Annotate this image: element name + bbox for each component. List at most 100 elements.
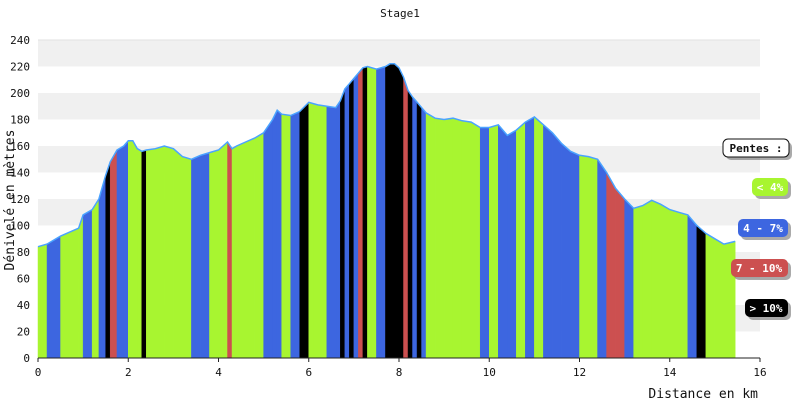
elevation-segment-4-7 [116, 145, 124, 359]
elevation-segment->10 [362, 66, 368, 359]
elevation-segment-lt4 [245, 137, 255, 359]
elevation-segment-4-7 [479, 127, 490, 359]
y-tick-label: 160 [10, 140, 30, 153]
elevation-segment->10 [349, 77, 355, 359]
elevation-segment-lt4 [470, 121, 481, 359]
elevation-segment-4-7 [276, 109, 282, 359]
elevation-segment-4-7 [123, 140, 129, 359]
y-tick-label: 220 [10, 61, 30, 74]
elevation-segment-lt4 [281, 113, 291, 359]
elevation-segment-lt4 [642, 199, 652, 359]
x-tick-label: 2 [125, 366, 132, 379]
elevation-segment-lt4 [209, 149, 219, 359]
elevation-segment-4-7 [376, 66, 386, 359]
elevation-segment-lt4 [669, 209, 680, 359]
elevation-segment-4-7 [335, 100, 341, 359]
elevation-segment-lt4 [164, 145, 174, 359]
elevation-segment-lt4 [651, 199, 661, 359]
elevation-segment-lt4 [91, 198, 100, 359]
legend-title: Pentes : [730, 142, 783, 155]
elevation-segment-lt4 [714, 238, 725, 359]
elevation-segment-4-7 [272, 110, 278, 359]
elevation-segment-7-10 [227, 141, 233, 359]
y-tick-label: 200 [10, 87, 30, 100]
elevation-segment-7-10 [358, 67, 364, 359]
legend-title-box: Pentes : [722, 138, 792, 160]
y-tick-label: 40 [17, 299, 30, 312]
x-axis-ticks: 0 2 4 6 8 10 12 14 16 [35, 358, 767, 379]
elevation-segment->10 [105, 161, 111, 359]
elevation-segment-4-7 [561, 142, 571, 359]
elevation-segment->10 [416, 101, 422, 359]
elevation-segment->10 [696, 224, 707, 359]
elevation-segment-lt4 [534, 116, 544, 359]
elevation-segment-lt4 [579, 154, 589, 359]
elevation-segment-4-7 [525, 116, 535, 359]
elevation-segment-lt4 [443, 117, 454, 359]
legend-label-7-10: 7 - 10% [736, 262, 783, 275]
legend-swatch-gt10 [745, 299, 788, 317]
elevation-segment-lt4 [146, 148, 156, 359]
elevation-segment-4-7 [421, 106, 427, 359]
y-axis-label: Dénivelé en mètres [3, 130, 18, 271]
elevation-segment-lt4 [516, 121, 526, 359]
elevation-segment-lt4 [678, 211, 689, 359]
elevation-segment-7-10 [615, 187, 625, 359]
elevation-segment->10 [394, 63, 400, 359]
elevation-segment-4-7 [200, 152, 210, 359]
elevation-segment-lt4 [231, 145, 237, 359]
elevation-segment-lt4 [60, 227, 79, 359]
elevation-segment-lt4 [633, 205, 643, 359]
x-tick-label: 14 [663, 366, 677, 379]
elevation-segment-4-7 [344, 83, 350, 359]
chart-title: Stage1 [380, 7, 420, 20]
x-tick-label: 6 [305, 366, 312, 379]
elevation-segment-lt4 [660, 203, 670, 359]
elevation-segment-4-7 [263, 118, 273, 359]
elevation-segment-4-7 [552, 132, 562, 359]
y-tick-label: 100 [10, 220, 30, 233]
y-tick-label: 140 [10, 167, 30, 180]
elevation-segment->10 [385, 63, 391, 359]
elevation-segment->10 [398, 67, 404, 359]
elevation-segment-4-7 [687, 214, 698, 359]
elevation-segment-lt4 [182, 156, 192, 359]
legend-label-4-7: 4 - 7% [743, 222, 783, 235]
elevation-segment-lt4 [137, 148, 143, 359]
elevation-segment-lt4 [705, 233, 716, 359]
elevation-segment-lt4 [452, 117, 463, 359]
elevation-segment-lt4 [236, 141, 246, 359]
elevation-segment-4-7 [597, 158, 607, 359]
elevation-segment-lt4 [317, 104, 328, 359]
elevation-segment-lt4 [723, 241, 736, 359]
x-tick-label: 0 [35, 366, 42, 379]
y-tick-label: 80 [17, 246, 30, 259]
legend-swatch-7-10 [731, 259, 788, 277]
elevation-segment-lt4 [132, 139, 138, 359]
elevation-segment-4-7 [412, 96, 418, 359]
elevation-outline [37, 63, 736, 248]
x-tick-label: 10 [483, 366, 496, 379]
elevation-segment-4-7 [570, 150, 580, 359]
elevation-segment-lt4 [461, 120, 472, 359]
elevation-segment-lt4 [308, 101, 314, 359]
elevation-segment->10 [389, 63, 395, 359]
elevation-segment-4-7 [353, 72, 359, 359]
elevation-segment-lt4 [489, 124, 499, 359]
x-tick-label: 16 [753, 366, 766, 379]
legend-label-lt4: < 4% [757, 181, 784, 194]
x-axis-label: Distance en km [648, 387, 758, 400]
elevation-segment->10 [141, 149, 147, 359]
elevation-segment->10 [340, 88, 346, 359]
elevation-segment-4-7 [290, 111, 300, 359]
y-tick-label: 20 [17, 326, 30, 339]
legend-item-7-10: 7 - 10% [731, 259, 791, 280]
elevation-segment-7-10 [403, 77, 409, 359]
elevation-segment-lt4 [254, 132, 264, 359]
elevation-segment-lt4 [128, 140, 134, 359]
y-tick-label: 180 [10, 114, 30, 127]
elevation-segment-4-7 [98, 175, 106, 359]
elevation-segment-4-7 [543, 124, 553, 359]
elevation-segment-4-7 [326, 105, 337, 359]
